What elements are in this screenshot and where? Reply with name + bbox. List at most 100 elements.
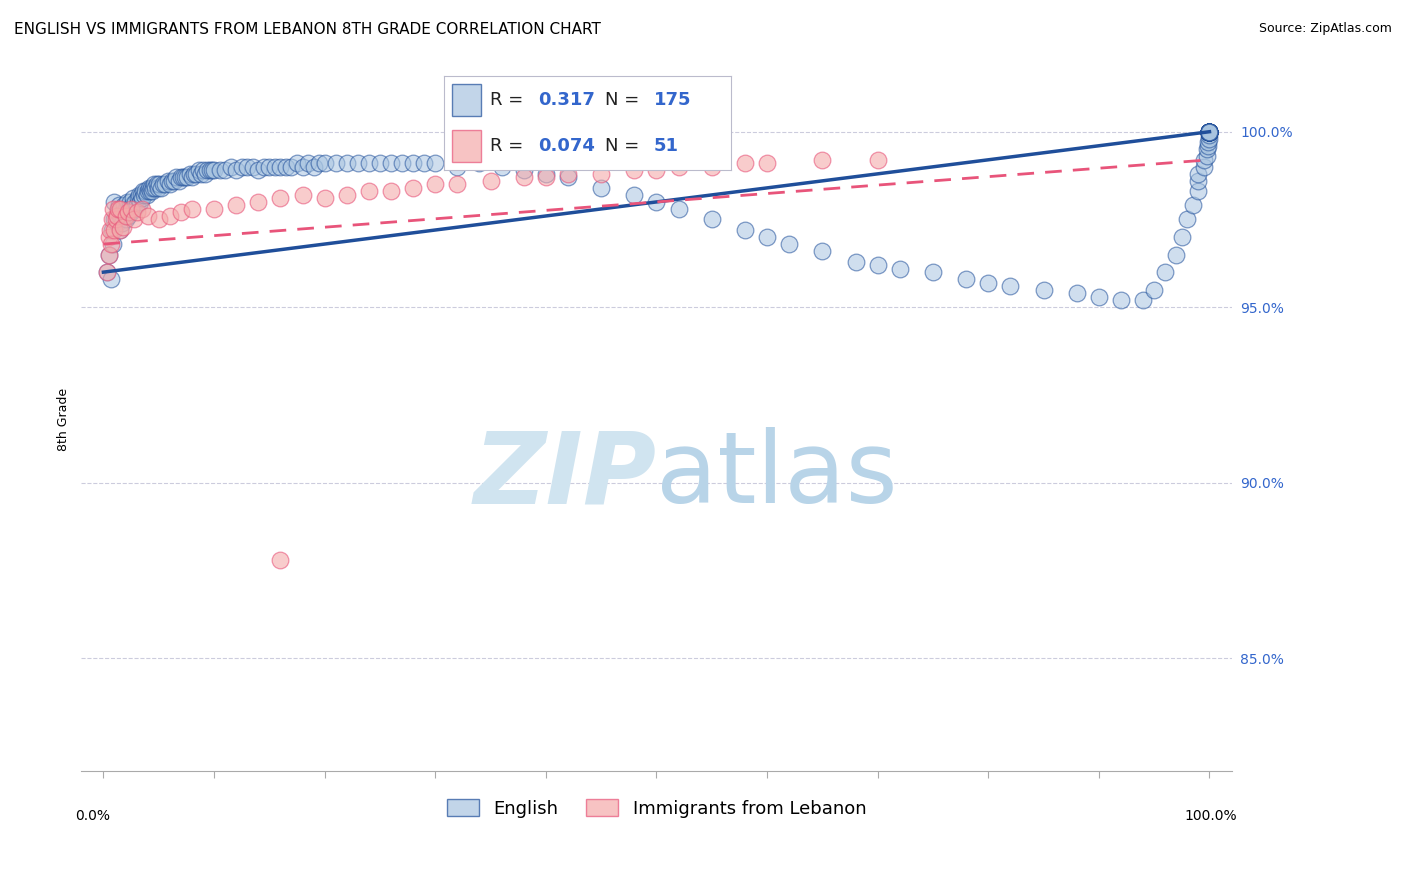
Point: [247, 163, 270, 178]
Point: [491, 160, 513, 174]
Point: [112, 198, 135, 212]
Point: [231, 160, 253, 174]
Point: [155, 178, 177, 192]
Point: [98, 223, 121, 237]
Point: [534, 170, 557, 185]
Point: [402, 156, 425, 170]
Point: [1198, 125, 1220, 139]
Point: [118, 202, 141, 216]
Point: [479, 174, 502, 188]
Point: [336, 188, 359, 202]
Point: [112, 205, 135, 219]
Text: ENGLISH VS IMMIGRANTS FROM LEBANON 8TH GRADE CORRELATION CHART: ENGLISH VS IMMIGRANTS FROM LEBANON 8TH G…: [14, 22, 600, 37]
Point: [97, 247, 120, 261]
Point: [103, 212, 125, 227]
Point: [302, 160, 325, 174]
Point: [413, 156, 436, 170]
Point: [105, 216, 128, 230]
Point: [259, 160, 281, 174]
Point: [1197, 138, 1219, 153]
Point: [186, 167, 208, 181]
Point: [922, 265, 945, 279]
Point: [136, 185, 159, 199]
Point: [1192, 160, 1215, 174]
Point: [111, 216, 134, 230]
Text: Source: ZipAtlas.com: Source: ZipAtlas.com: [1258, 22, 1392, 36]
Point: [247, 194, 270, 209]
Point: [141, 185, 163, 199]
Point: [1198, 125, 1220, 139]
Point: [1197, 135, 1219, 149]
Point: [114, 212, 136, 227]
Point: [114, 209, 136, 223]
Point: [104, 212, 127, 227]
Point: [1192, 153, 1215, 167]
Point: [1198, 125, 1220, 139]
Point: [135, 188, 157, 202]
Point: [112, 219, 135, 234]
Text: 0.0%: 0.0%: [76, 809, 111, 823]
Point: [142, 181, 165, 195]
Point: [152, 178, 174, 192]
Point: [285, 156, 308, 170]
Point: [402, 181, 425, 195]
Point: [132, 185, 155, 199]
Point: [280, 160, 302, 174]
Point: [1198, 125, 1220, 139]
Point: [1154, 265, 1177, 279]
Point: [446, 160, 468, 174]
Text: atlas: atlas: [657, 427, 898, 524]
Legend: English, Immigrants from Lebanon: English, Immigrants from Lebanon: [440, 792, 873, 825]
Point: [128, 188, 150, 202]
Point: [139, 181, 162, 195]
Point: [700, 160, 723, 174]
Point: [1198, 125, 1220, 139]
Point: [202, 163, 225, 178]
Point: [291, 160, 314, 174]
Point: [100, 237, 122, 252]
Point: [149, 181, 172, 195]
Point: [125, 198, 148, 212]
Point: [380, 185, 402, 199]
Point: [534, 167, 557, 181]
Point: [121, 198, 143, 212]
Point: [357, 156, 380, 170]
Point: [557, 170, 579, 185]
Point: [1187, 174, 1209, 188]
Point: [325, 156, 347, 170]
Point: [183, 167, 205, 181]
Point: [291, 188, 314, 202]
Point: [700, 212, 723, 227]
Point: [138, 181, 160, 195]
Point: [336, 156, 359, 170]
Point: [346, 156, 368, 170]
Point: [977, 276, 1000, 290]
Point: [734, 223, 756, 237]
Point: [314, 191, 336, 205]
Point: [1198, 125, 1220, 139]
Point: [269, 191, 291, 205]
Point: [1198, 125, 1220, 139]
Point: [512, 170, 534, 185]
Point: [97, 230, 120, 244]
Point: [253, 160, 276, 174]
Point: [811, 153, 834, 167]
Point: [314, 156, 336, 170]
Point: [1088, 290, 1111, 304]
Point: [1198, 125, 1220, 139]
Point: [201, 163, 224, 178]
Point: [297, 156, 319, 170]
Point: [136, 209, 159, 223]
Point: [108, 209, 131, 223]
Point: [179, 167, 201, 181]
Point: [425, 178, 447, 192]
Point: [446, 178, 468, 192]
Point: [1198, 125, 1220, 139]
Point: [146, 181, 169, 195]
Point: [160, 174, 183, 188]
Point: [118, 194, 141, 209]
Point: [1187, 167, 1209, 181]
Point: [129, 188, 152, 202]
Point: [1198, 125, 1220, 139]
Point: [425, 156, 447, 170]
